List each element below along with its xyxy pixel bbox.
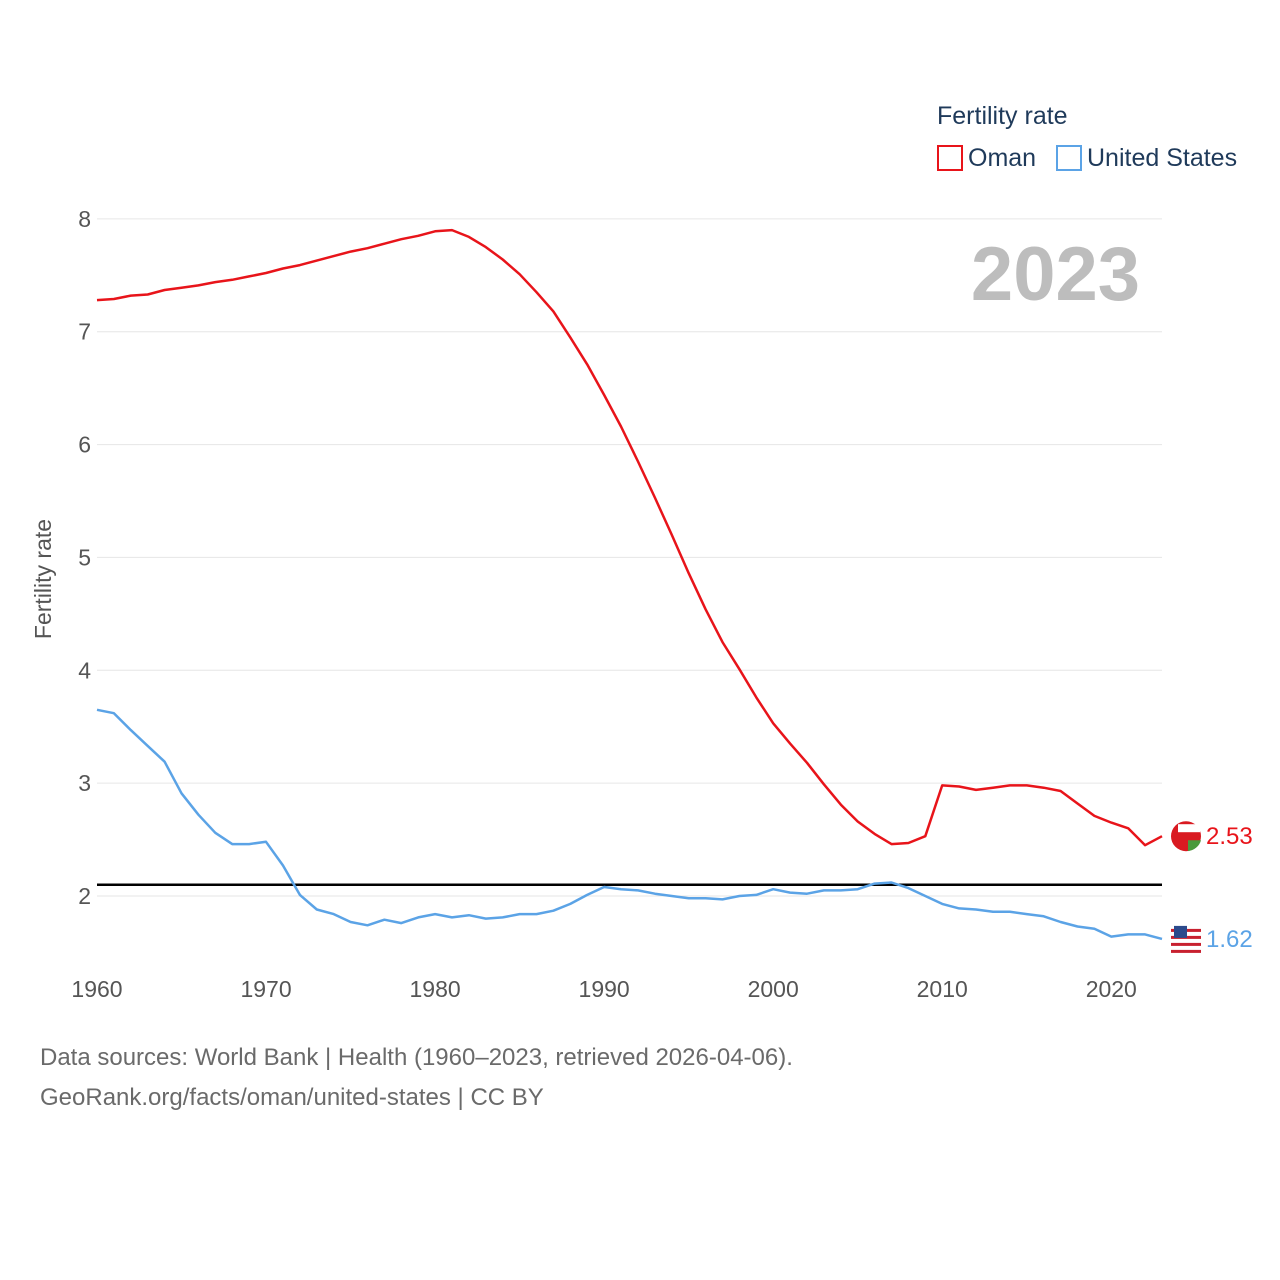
x-tick-label: 2020 [1086, 976, 1137, 1002]
x-axis: 1960 1970 1980 1990 2000 2010 2020 [71, 976, 1136, 1002]
legend-label-oman[interactable]: Oman [968, 144, 1036, 172]
legend-title: Fertility rate [937, 102, 1068, 130]
end-marker-oman [1171, 821, 1201, 852]
x-tick-label: 1980 [410, 976, 461, 1002]
us-flag-canton [1174, 925, 1187, 938]
y-tick-label: 5 [78, 544, 91, 570]
source-url[interactable]: GeoRank.org/facts/oman/united-states | C… [40, 1084, 544, 1111]
legend: Fertility rate Oman United States [937, 102, 1237, 172]
y-tick-label: 8 [78, 206, 91, 232]
oman-flag-white-band [1178, 824, 1200, 833]
year-watermark: 2023 [971, 232, 1140, 317]
source-line: Data sources: World Bank | Health (1960–… [40, 1044, 793, 1071]
y-axis: 2 3 4 5 6 7 8 [78, 206, 91, 909]
end-label-united-states: 1.62 [1206, 926, 1253, 953]
legend-swatch-united-states[interactable] [1056, 145, 1082, 171]
x-tick-label: 1960 [71, 976, 122, 1002]
x-tick-label: 2000 [748, 976, 799, 1002]
x-tick-label: 1990 [579, 976, 630, 1002]
gridlines [97, 218, 1162, 897]
y-tick-label: 6 [78, 432, 91, 458]
y-tick-label: 2 [78, 883, 91, 909]
x-tick-label: 2010 [917, 976, 968, 1002]
legend-swatch-oman[interactable] [937, 145, 963, 171]
y-axis-title: Fertility rate [30, 519, 56, 639]
y-tick-label: 3 [78, 770, 91, 796]
series-line-oman[interactable] [96, 228, 1163, 847]
y-tick-label: 7 [78, 319, 91, 345]
oman-flag-green-band [1188, 840, 1201, 852]
end-label-oman: 2.53 [1206, 823, 1253, 850]
end-marker-united-states [1171, 923, 1201, 954]
y-tick-label: 4 [78, 657, 91, 683]
series-lines [96, 228, 1163, 941]
legend-label-united-states[interactable]: United States [1087, 144, 1237, 172]
x-tick-label: 1970 [240, 976, 291, 1002]
series-line-united-states[interactable] [96, 708, 1163, 941]
us-flag-stripe [1171, 949, 1201, 953]
us-flag-stripe [1171, 942, 1201, 946]
